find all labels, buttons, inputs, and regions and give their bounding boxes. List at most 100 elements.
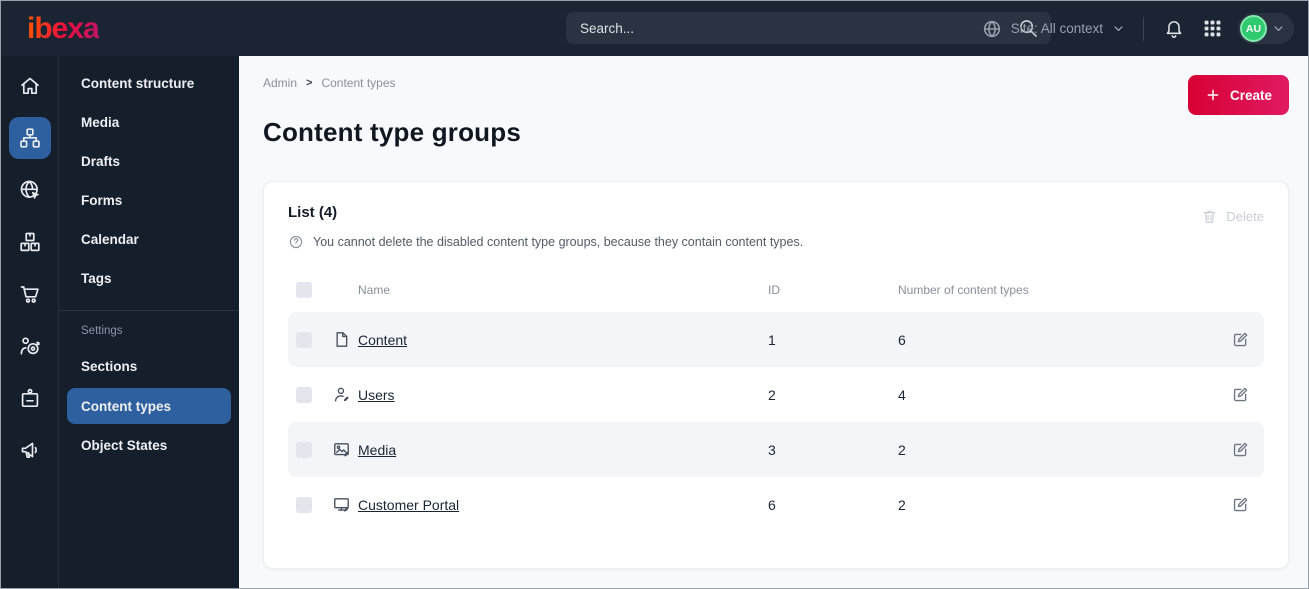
global-search: [566, 12, 1051, 44]
row-checkbox[interactable]: [296, 331, 312, 348]
row-checkbox[interactable]: [296, 441, 312, 458]
table-row: Media 3 2: [288, 422, 1264, 477]
row-id: 1: [768, 331, 776, 348]
breadcrumb-separator: >: [306, 77, 313, 89]
table-header-row: Name ID Number of content types: [288, 268, 1264, 312]
edit-button[interactable]: [1216, 330, 1264, 349]
rail-item-site[interactable]: [9, 169, 51, 211]
row-checkbox[interactable]: [296, 496, 312, 513]
edit-icon: [1231, 330, 1250, 349]
question-circle-icon: [288, 234, 304, 250]
file-icon: [332, 330, 358, 349]
content-type-group-link[interactable]: Users: [358, 386, 395, 403]
image-icon: [332, 440, 358, 459]
menu-item-content-types[interactable]: Content types: [67, 388, 231, 424]
settings-section-label: Settings: [81, 325, 123, 337]
edit-button[interactable]: [1216, 385, 1264, 404]
create-button[interactable]: Create: [1187, 75, 1289, 115]
chevron-down-icon: [1271, 21, 1286, 36]
home-icon: [18, 74, 42, 98]
rail-item-commerce-cart[interactable]: [9, 273, 51, 315]
row-count: 2: [898, 496, 906, 513]
content-type-group-link[interactable]: Customer Portal: [358, 496, 460, 513]
main-content: Admin > Content types Create Content typ…: [239, 56, 1308, 588]
edit-icon: [1231, 440, 1250, 459]
list-title: List (4): [288, 204, 338, 221]
edit-button[interactable]: [1216, 495, 1264, 514]
rail-item-content-structure[interactable]: [8, 117, 51, 159]
menu-item-drafts[interactable]: Drafts: [81, 154, 121, 169]
table-body: Content 1 6 Users 2: [288, 312, 1264, 532]
row-id: 3: [768, 441, 776, 458]
content-type-groups-table: Name ID Number of content types Content …: [288, 268, 1264, 532]
menu-item-forms[interactable]: Forms: [81, 193, 123, 208]
menu-item-object-states[interactable]: Object States: [81, 438, 168, 453]
row-id: 6: [768, 496, 776, 513]
topbar: ibexa Site: All context AU: [1, 1, 1308, 56]
select-all-checkbox[interactable]: [296, 282, 312, 298]
user-menu[interactable]: AU: [1238, 13, 1294, 44]
table-row: Users 2 4: [288, 367, 1264, 422]
edit-button[interactable]: [1216, 440, 1264, 459]
rail-item-personalization[interactable]: [9, 325, 51, 367]
breadcrumb-admin[interactable]: Admin: [263, 76, 298, 90]
column-header-name: Name: [358, 283, 391, 297]
menu-item-calendar[interactable]: Calendar: [81, 232, 139, 247]
row-id: 2: [768, 386, 776, 403]
marketing-megaphone-icon: [18, 438, 42, 462]
menu-item-media[interactable]: Media: [81, 115, 120, 130]
site-context-selector[interactable]: Site: All context: [981, 18, 1126, 40]
sidebar-menu: Content structure Media Drafts Forms Cal…: [59, 56, 239, 588]
notifications-button[interactable]: [1161, 16, 1187, 42]
content-type-group-link[interactable]: Media: [358, 441, 397, 458]
icon-rail: [1, 56, 59, 588]
commerce-cart-icon: [18, 282, 42, 306]
page-title: Content type groups: [263, 117, 522, 147]
breadcrumb-content-types[interactable]: Content types: [321, 76, 396, 90]
search-input[interactable]: [566, 20, 1017, 36]
products-icon: [18, 230, 42, 254]
globe-icon: [981, 18, 1003, 40]
edit-icon: [1231, 495, 1250, 514]
search-icon: [1017, 17, 1039, 39]
row-count: 4: [898, 386, 906, 403]
breadcrumb: Admin > Content types: [263, 76, 396, 90]
site-context-label: Site: All context: [1010, 21, 1103, 36]
admin-badge-icon: [18, 386, 42, 410]
menu-item-content-structure[interactable]: Content structure: [81, 76, 195, 91]
rail-item-marketing-megaphone[interactable]: [9, 429, 51, 471]
table-row: Content 1 6: [288, 312, 1264, 367]
plus-icon: [1205, 87, 1221, 103]
personalization-icon: [18, 334, 42, 358]
grid-icon: [1202, 18, 1223, 39]
monitor-icon: [332, 495, 358, 514]
rail-item-home[interactable]: [9, 65, 51, 107]
bell-icon: [1163, 18, 1185, 40]
row-count: 2: [898, 441, 906, 458]
help-text: You cannot delete the disabled content t…: [313, 235, 804, 249]
row-count: 6: [898, 331, 906, 348]
app-switcher-button[interactable]: [1200, 16, 1225, 41]
rail-item-admin-badge[interactable]: [9, 377, 51, 419]
row-checkbox[interactable]: [296, 386, 312, 403]
help-row: You cannot delete the disabled content t…: [288, 234, 1264, 250]
menu-divider: [59, 310, 239, 311]
content-type-group-link[interactable]: Content: [358, 331, 408, 348]
chevron-down-icon: [1111, 21, 1126, 36]
topbar-divider: [1143, 16, 1144, 41]
table-row: Customer Portal 6 2: [288, 477, 1264, 532]
content-structure-icon: [18, 126, 42, 150]
edit-icon: [1231, 385, 1250, 404]
site-icon: [18, 178, 42, 202]
menu-item-tags[interactable]: Tags: [81, 271, 112, 286]
user-icon: [332, 385, 358, 404]
topbar-right: Site: All context AU: [981, 1, 1294, 56]
delete-button[interactable]: Delete: [1201, 208, 1264, 225]
trash-icon: [1201, 208, 1218, 225]
content-type-groups-card: List (4) Delete You cannot delete the di…: [263, 181, 1289, 569]
menu-item-sections[interactable]: Sections: [81, 359, 138, 374]
column-header-count: Number of content types: [898, 283, 1029, 297]
ibexa-logo: ibexa: [27, 11, 100, 45]
rail-item-products[interactable]: [9, 221, 51, 263]
